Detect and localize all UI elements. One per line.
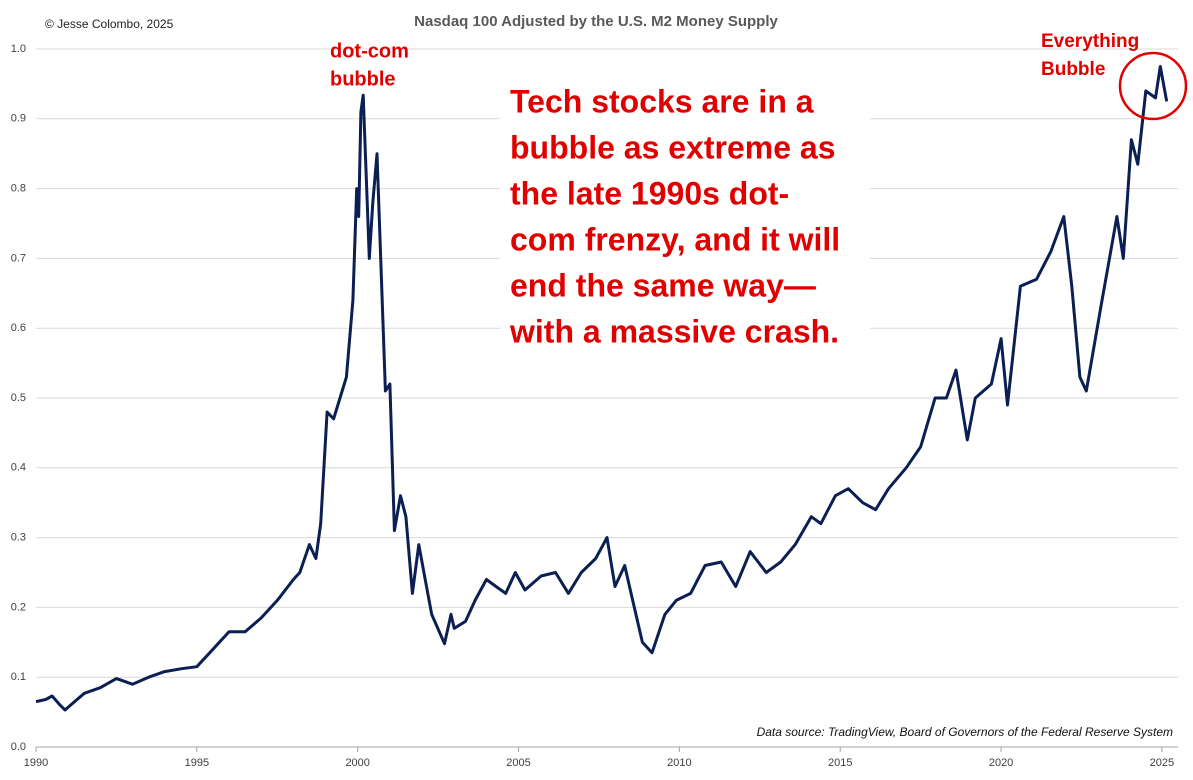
- annotation-background: [500, 78, 870, 358]
- annotation-text: Bubble: [1041, 59, 1105, 80]
- y-tick-label: 0.2: [11, 601, 26, 613]
- annotation-text: the late 1990s dot-: [510, 175, 789, 211]
- highlight-circle: [1118, 51, 1188, 121]
- x-tick-label: 2005: [506, 757, 530, 769]
- plot: [35, 65, 1169, 712]
- annotation-text: end the same way—: [510, 267, 816, 303]
- x-tick-label: 2010: [667, 757, 691, 769]
- x-tick-label: 2020: [989, 757, 1013, 769]
- y-tick-label: 0.4: [11, 462, 26, 474]
- y-tick-label: 0.0: [11, 741, 26, 753]
- y-tick-label: 0.1: [11, 671, 26, 683]
- x-tick-label: 2025: [1150, 757, 1174, 769]
- y-tick-label: 0.5: [11, 392, 26, 404]
- annotation-text: com frenzy, and it will: [510, 221, 840, 257]
- credit: © Jesse Colombo, 2025: [45, 17, 174, 31]
- y-tick-label: 0.6: [11, 322, 26, 334]
- y-tick-label: 0.7: [11, 252, 26, 264]
- annotation-text: dot-com: [330, 40, 409, 62]
- y-tick-label: 0.9: [11, 113, 26, 125]
- annotations: dot-com bubble Everything Bubble Tech stocks…: [330, 31, 1188, 358]
- data-source: Data source: TradingView, Board of Gover…: [757, 725, 1173, 739]
- y-tick-label: 1.0: [11, 43, 26, 55]
- y-tick-label: 0.8: [11, 183, 26, 195]
- grid: 0.0 0.1 0.2 0.3 0.4 0.5 0.6 0.7 0.8 0.9 1.0 1990 199…: [11, 43, 1178, 769]
- chart-title: Nasdaq 100 Adjusted by the U.S. M2 Money…: [414, 13, 778, 30]
- annotation-text: Tech stocks are in a: [510, 83, 814, 119]
- x-tick-label: 2015: [828, 757, 852, 769]
- annotation-text: with a massive crash.: [509, 313, 839, 349]
- annotation-text: bubble: [330, 68, 396, 90]
- annotation-text: bubble as extreme as: [510, 129, 835, 165]
- y-tick-label: 0.3: [11, 532, 26, 544]
- data-line: [35, 65, 1169, 712]
- annotation-text: Everything: [1041, 31, 1139, 52]
- x-tick-label: 1990: [24, 757, 48, 769]
- x-tick-label: 1995: [185, 757, 209, 769]
- x-tick-label: 2000: [345, 757, 369, 769]
